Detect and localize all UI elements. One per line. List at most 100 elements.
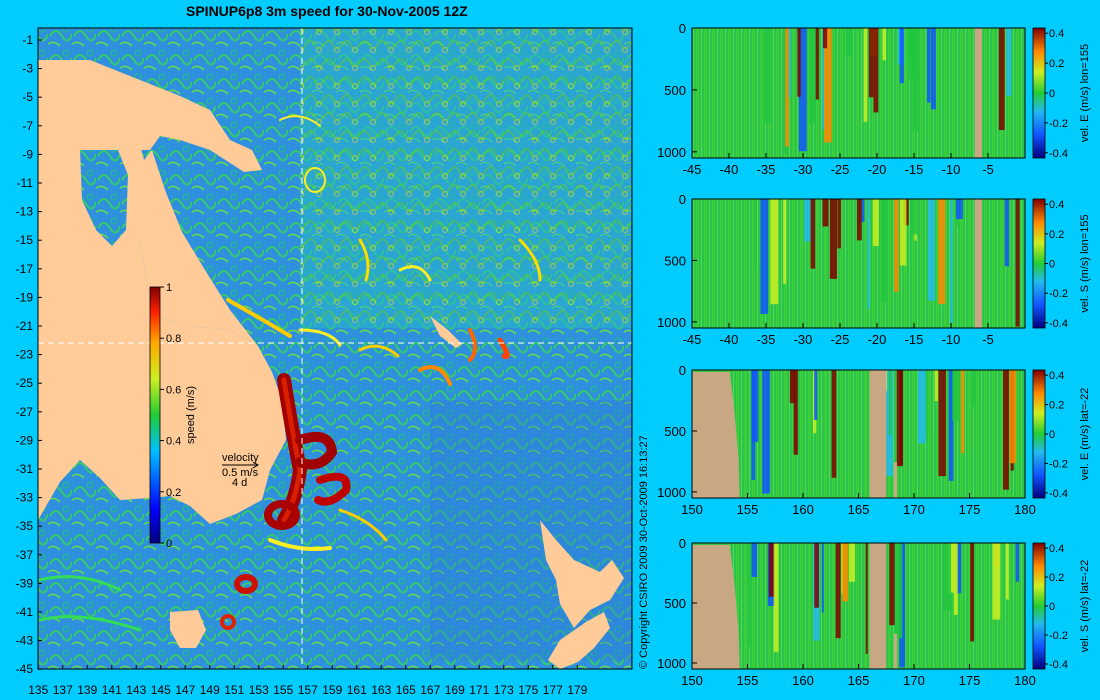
section-x-tick-label: -15	[905, 162, 924, 177]
map-x-tick-label: 145	[151, 683, 171, 697]
map-y-tick-label: -41	[16, 605, 34, 619]
section-streak	[1003, 370, 1009, 490]
map-x-tick-label: 169	[445, 683, 465, 697]
map-y-tick-label: -29	[16, 433, 34, 447]
section-streak	[793, 370, 798, 455]
section-streak	[881, 199, 887, 303]
section-streak	[957, 543, 962, 594]
section-streak	[861, 199, 865, 222]
new-zealand-south-land	[548, 612, 610, 669]
new-guinea-land	[38, 60, 262, 172]
section-y-tick-label: 1000	[657, 315, 686, 330]
section-streak	[809, 28, 816, 124]
map-y-tick-label: -13	[16, 205, 34, 219]
section-y-tick-label: 1000	[657, 485, 686, 500]
map-frame	[37, 27, 633, 670]
section-x-tick-label: 165	[848, 502, 870, 517]
section-streak	[754, 199, 757, 269]
section-streak	[837, 199, 842, 249]
section-land	[692, 545, 740, 669]
section-streak	[768, 543, 775, 597]
section-streak	[970, 543, 975, 642]
section-streak	[972, 370, 977, 407]
section-streak	[821, 543, 824, 613]
speed-colorbar-tick-label: 1	[166, 282, 172, 294]
section-panel-4: 150 155 160 165 170 175 180 0 500 1000 0.4 0.2 0 -0.2…	[657, 536, 1091, 688]
section-streak	[882, 28, 887, 61]
section-land	[869, 543, 887, 669]
section-colorbar-tick-label: 0.4	[1049, 199, 1064, 211]
section-colorbar-tick-label: -0.4	[1049, 318, 1068, 330]
section-streak	[785, 28, 789, 147]
section-streak	[762, 370, 770, 494]
map-y-tick-label: -9	[22, 147, 33, 161]
section-colorbar-tick-label: 0.4	[1049, 28, 1064, 40]
map-x-tick-label: 149	[200, 683, 220, 697]
section-streak	[912, 28, 919, 132]
section-x-tick-label: 150	[681, 502, 703, 517]
section-colorbar-label: vel. E (m/s) lon=155	[1079, 44, 1091, 142]
section-y-tick-label: 1000	[657, 656, 686, 671]
section-streak	[815, 28, 819, 100]
section-frame	[691, 198, 1026, 329]
section-colorbar-tick-label: -0.2	[1049, 288, 1068, 300]
map-x-tick-label: 141	[102, 683, 122, 697]
section-streak	[848, 543, 856, 582]
section-land	[974, 28, 983, 158]
section-land	[894, 462, 898, 498]
section-x-tick-label: -25	[831, 332, 850, 347]
speed-colorbar-tick-label: 0.6	[166, 384, 181, 396]
gulf-water	[80, 150, 128, 246]
speed-colorbar-tick-label: 0.2	[166, 487, 181, 499]
section-streak	[930, 28, 936, 110]
section-x-tick-label: -5	[982, 332, 994, 347]
section-streak	[845, 28, 854, 57]
section-streak	[773, 543, 779, 652]
section-panel-2: -45 -40 -35 -30 -25 -20 -15 -10 -5 0 500 1000 0.4 0.2…	[657, 192, 1091, 347]
section-streak	[798, 28, 807, 152]
velocity-key-label: velocity	[222, 452, 259, 464]
section-streak	[810, 199, 816, 269]
section-x-tick-label: -25	[831, 162, 850, 177]
section-streak	[873, 28, 879, 113]
section-streak	[888, 370, 892, 436]
map-y-tick-label: -37	[16, 548, 34, 562]
section-y-tick-label: 0	[679, 363, 686, 378]
section-streak	[907, 28, 916, 58]
speed-colorbar-tick-label: 0	[166, 538, 172, 550]
velocity-key-arrowhead	[252, 461, 259, 469]
map-x-tick-label: 179	[567, 683, 587, 697]
section-x-tick-label: 160	[792, 673, 814, 688]
section-streak	[748, 543, 752, 647]
map-x-tick-label: 135	[28, 683, 48, 697]
section-y-tick-label: 500	[664, 424, 686, 439]
section-streak	[1009, 370, 1017, 464]
section-streak	[814, 370, 818, 420]
map-x-tick-label: 163	[371, 683, 391, 697]
section-x-tick-label: -35	[757, 162, 776, 177]
section-streak	[961, 370, 965, 454]
section-streak	[835, 543, 841, 639]
section-x-tick-label: 170	[903, 502, 925, 517]
section-streak	[1015, 199, 1020, 327]
map-y-tick-label: -11	[17, 176, 34, 190]
map-x-tick-label: 139	[77, 683, 97, 697]
section-streak	[917, 370, 926, 444]
section-panels: -45 -40 -35 -30 -25 -20 -15 -10 -5 0 500 1000 0.4 0.2…	[657, 21, 1091, 688]
velocity-key-days: 4 d	[232, 477, 247, 489]
section-streak	[863, 28, 868, 122]
map-x-tick-label: 151	[224, 683, 244, 697]
section-streak	[789, 370, 795, 404]
section-streak	[823, 28, 832, 143]
section-colorbar-tick-label: 0.2	[1049, 572, 1064, 584]
section-streak	[822, 199, 829, 227]
map-x-tick-label: 143	[126, 683, 146, 697]
map-y-tick-label: -3	[22, 62, 33, 76]
section-x-tick-label: -10	[942, 332, 961, 347]
section-streak	[842, 543, 849, 602]
map-y-tick-label: -31	[16, 462, 34, 476]
speed-colorbar-fill	[149, 286, 161, 544]
section-streak	[950, 199, 953, 324]
section-field	[692, 28, 1025, 158]
